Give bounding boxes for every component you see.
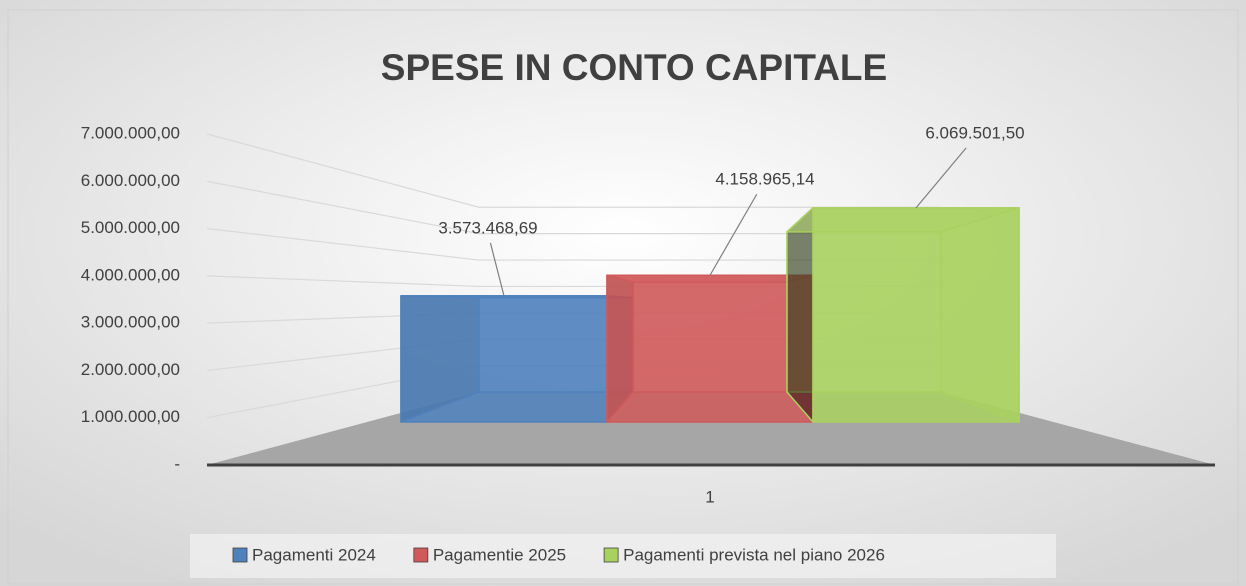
bar (786, 207, 1020, 423)
data-label: 3.573.468,69 (438, 218, 537, 237)
legend-swatch (232, 547, 248, 563)
leader-line (709, 193, 758, 276)
y-tick-label: 1.000.000,00 (81, 407, 180, 426)
x-tick-label: 1 (705, 487, 714, 506)
legend-label: Pagamentie 2025 (433, 545, 566, 564)
grid-line (206, 133, 942, 208)
bar-front (812, 207, 1020, 423)
bar (400, 295, 634, 423)
y-tick-label: 3.000.000,00 (81, 313, 180, 332)
legend-swatch (413, 547, 429, 563)
y-tick-label: 7.000.000,00 (81, 123, 180, 142)
y-tick-label: 5.000.000,00 (81, 218, 180, 237)
legend-swatch (603, 547, 619, 563)
legend-label: Pagamenti 2024 (252, 545, 376, 564)
y-tick-label: 6.000.000,00 (81, 171, 180, 190)
bar (606, 274, 814, 423)
data-label: 4.158.965,14 (715, 170, 814, 189)
bar-front (400, 295, 608, 423)
chart-border (7, 9, 1239, 585)
data-label: 6.069.501,50 (925, 123, 1024, 142)
y-tick-label: 2.000.000,00 (81, 360, 180, 379)
chart-title: SPESE IN CONTO CAPITALE (381, 47, 887, 88)
legend-label: Pagamenti prevista nel piano 2026 (623, 545, 885, 564)
y-tick-label: 4.000.000,00 (81, 265, 180, 284)
leader-line (489, 242, 505, 297)
legend-box (190, 534, 1056, 578)
leader-line (915, 147, 967, 209)
y-tick-label: - (174, 454, 180, 473)
bar-front (606, 274, 814, 423)
bar-side (786, 207, 814, 423)
